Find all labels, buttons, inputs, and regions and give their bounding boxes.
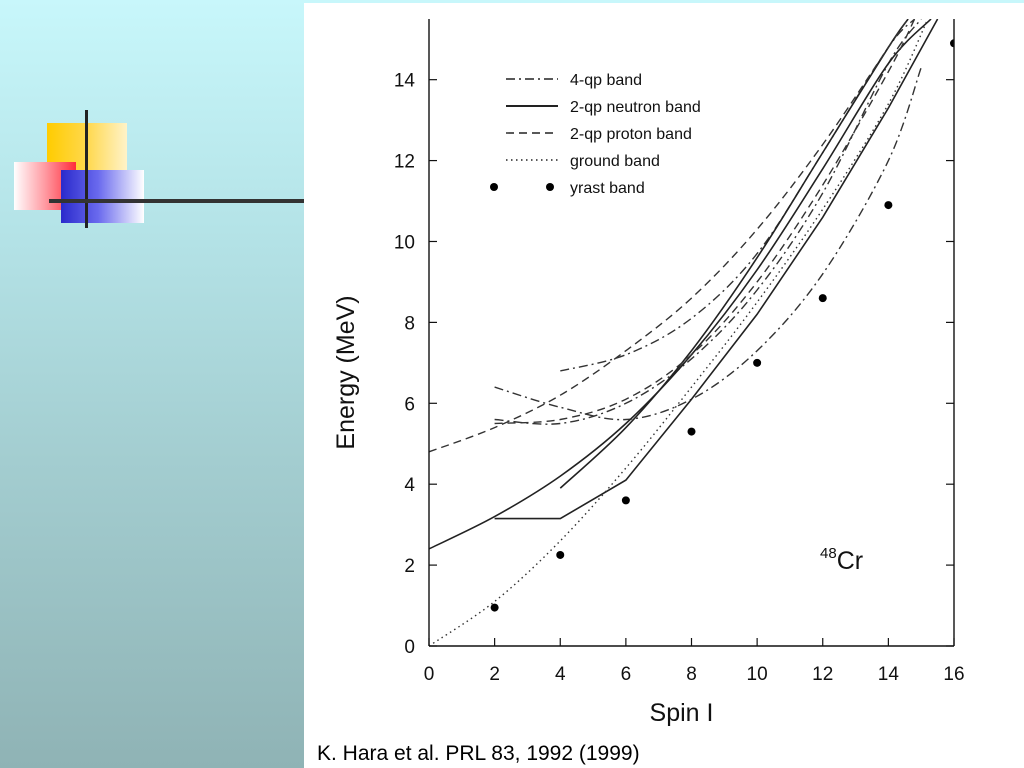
y-tick-label-3: 6 <box>404 394 415 415</box>
x-tick-label-5: 10 <box>747 664 768 685</box>
series-line-dashed-1 <box>494 19 916 425</box>
citation-caption: K. Hara et al. PRL 83, 1992 (1999) <box>317 742 640 765</box>
y-tick-label-7: 14 <box>394 71 416 92</box>
x-tick-label-8: 16 <box>943 664 964 685</box>
x-tick-label-0: 0 <box>424 664 435 685</box>
nucleus-annotation: 48Cr <box>820 545 863 575</box>
series-line-solid-1 <box>494 19 939 520</box>
legend-label-4: yrast band <box>570 180 645 197</box>
data-point-yrast-6 <box>884 201 893 210</box>
data-point-yrast-7 <box>950 39 954 48</box>
x-tick-label-2: 4 <box>555 664 566 685</box>
series-line-dashdot-1 <box>494 19 922 425</box>
slide-top-line <box>304 0 1024 3</box>
y-tick-label-1: 2 <box>404 556 415 577</box>
data-point-yrast-5 <box>818 294 827 303</box>
data-point-yrast-4 <box>753 358 762 367</box>
x-tick-label-3: 6 <box>621 664 632 685</box>
y-tick-label-6: 12 <box>394 152 415 173</box>
deco-horizontal-line <box>49 199 304 203</box>
legend-label-1: 2-qp neutron band <box>570 99 701 116</box>
series-line-solid-2 <box>559 19 909 489</box>
x-axis-title: Spin I <box>650 699 714 727</box>
series-line-dashed-0 <box>429 19 909 453</box>
legend-label-2: 2-qp proton band <box>570 126 692 143</box>
y-tick-label-0: 0 <box>404 637 415 658</box>
series-line-dotted-0 <box>429 19 929 646</box>
data-point-yrast-2 <box>621 496 630 505</box>
plot-area <box>429 19 954 646</box>
nucleus-mass-number: 48 <box>820 545 837 562</box>
data-point-yrast-3 <box>687 427 696 436</box>
nucleus-symbol: Cr <box>837 547 863 575</box>
data-point-yrast-0 <box>490 603 499 612</box>
x-tick-label-1: 2 <box>489 664 500 685</box>
chart-axes: 0 2 4 6 8 10 12 14 16 0 2 4 6 8 10 12 14 Spin I Energy (Me… <box>332 19 965 727</box>
decorative-logo <box>0 0 304 260</box>
deco-blue-square <box>61 170 144 223</box>
y-tick-label-5: 10 <box>394 232 415 253</box>
y-tick-label-4: 8 <box>404 313 415 334</box>
legend-marker-yrast-left <box>490 183 498 191</box>
deco-vertical-line <box>85 110 88 228</box>
chart-legend: 4-qp band 2-qp neutron band 2-qp proton ba… <box>490 72 701 197</box>
legend-label-0: 4-qp band <box>570 72 642 89</box>
y-axis-title: Energy (MeV) <box>332 295 360 449</box>
energy-spin-chart: 0 2 4 6 8 10 12 14 16 0 2 4 6 8 10 12 14 Spin I Energy (Me… <box>332 19 965 727</box>
legend-label-3: ground band <box>570 153 660 170</box>
series-line-solid-0 <box>429 19 932 550</box>
y-tick-label-2: 4 <box>404 475 415 496</box>
x-tick-label-6: 12 <box>812 664 833 685</box>
series-line-dashdot-0 <box>494 67 922 421</box>
x-tick-label-7: 14 <box>878 664 900 685</box>
legend-marker-yrast-right <box>546 183 554 191</box>
x-tick-label-4: 8 <box>686 664 697 685</box>
data-point-yrast-1 <box>556 550 565 559</box>
